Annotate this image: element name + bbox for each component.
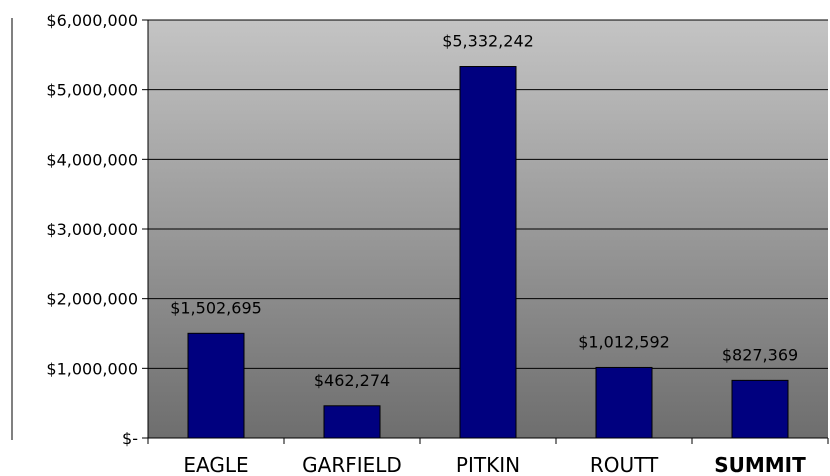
x-label-garfield: GARFIELD [302,453,402,476]
axes [147,20,829,444]
data-label-pitkin: $5,332,242 [442,32,534,51]
y-tick-label: $1,000,000 [46,359,138,378]
x-label-eagle: EAGLE [183,453,248,476]
data-label-routt: $1,012,592 [578,332,670,351]
x-category-labels: EAGLE GARFIELD PITKIN ROUTT SUMMIT [183,453,806,476]
bar-summit [731,379,789,439]
data-labels: $1,502,695 $462,274 $5,332,242 $1,012,592 $8… [170,32,798,390]
data-label-eagle: $1,502,695 [170,298,262,317]
y-tick-label: $4,000,000 [46,150,138,169]
x-label-summit: SUMMIT [714,453,806,476]
data-label-summit: $827,369 [722,345,798,364]
y-tick-label: $- [122,429,138,448]
y-tick-label: $3,000,000 [46,220,138,239]
data-label-garfield: $462,274 [314,371,390,390]
x-label-pitkin: PITKIN [456,453,520,476]
y-tick-labels: $- $1,000,000 $2,000,000 $3,000,000 $4,000,0… [46,11,138,448]
y-tick-label: $5,000,000 [46,81,138,100]
bar-routt [595,366,653,439]
x-label-routt: ROUTT [590,453,659,476]
bars [187,66,789,439]
bar-garfield [323,405,381,439]
y-tick-label: $6,000,000 [46,11,138,30]
y-tick-label: $2,000,000 [46,290,138,309]
bar-pitkin [459,66,517,439]
bar-eagle [187,332,245,439]
